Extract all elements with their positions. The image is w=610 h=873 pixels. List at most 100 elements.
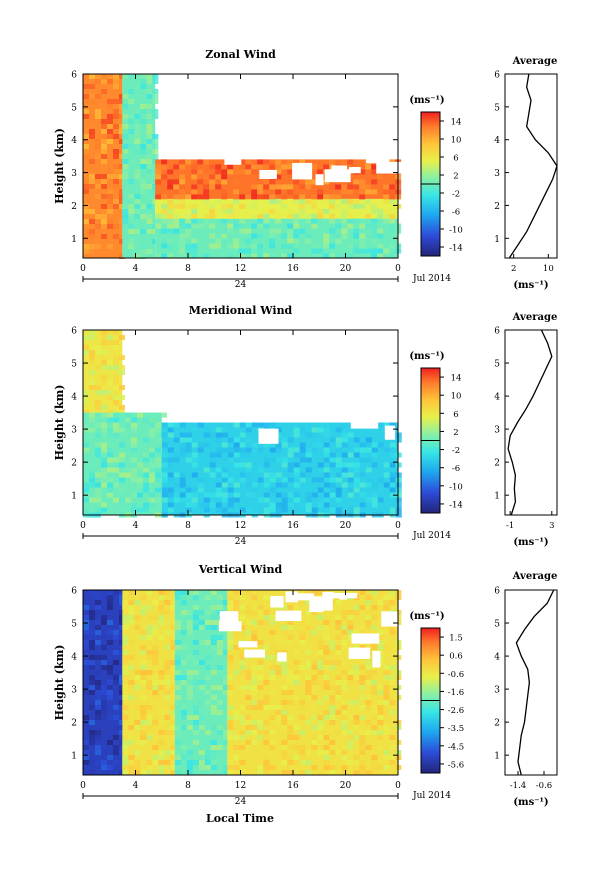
heatmap-speckle <box>222 770 229 775</box>
heatmap-speckle <box>293 760 300 765</box>
heatmap-speckle <box>192 705 199 710</box>
heatmap-speckle <box>347 213 354 219</box>
heatmap-speckle <box>122 620 129 625</box>
heatmap-speckle <box>131 507 137 513</box>
heatmap-speckle <box>335 447 342 453</box>
heatmap-speckle <box>101 350 107 355</box>
heatmap-speckle <box>198 620 205 625</box>
heatmap-speckle <box>134 109 141 114</box>
heatmap-speckle <box>311 492 318 498</box>
heatmap-speckle <box>371 760 378 765</box>
heatmap-speckle <box>140 209 147 214</box>
heatmap-speckle <box>329 625 336 630</box>
heatmap-speckle <box>383 198 390 204</box>
heatmap-speckle <box>149 462 155 468</box>
heatmap-speckle <box>107 665 113 670</box>
heatmap-speckle <box>161 228 168 234</box>
heatmap-speckle <box>140 770 147 775</box>
heatmap-speckle <box>134 750 141 755</box>
heatmap-speckle <box>107 605 113 610</box>
heatmap-speckle <box>101 635 107 640</box>
heatmap-speckle <box>275 198 282 204</box>
heatmap-speckle <box>239 477 246 483</box>
heatmap-speckle <box>227 725 234 730</box>
heatmap-speckle <box>365 620 372 625</box>
heatmap-speckle <box>125 467 131 473</box>
heatmap-speckle <box>353 720 360 725</box>
heatmap-speckle <box>152 109 159 114</box>
heatmap-speckle <box>216 665 223 670</box>
heatmap-speckle <box>365 600 372 605</box>
heatmap-speckle <box>122 104 129 109</box>
heatmap-speckle <box>107 199 113 204</box>
heatmap-speckle <box>146 760 153 765</box>
heatmap-speckle <box>210 695 217 700</box>
heatmap-speckle <box>122 209 129 214</box>
heatmap-speckle <box>251 482 258 488</box>
data-gap <box>245 376 264 383</box>
heatmap-speckle <box>305 233 312 239</box>
heatmap-speckle <box>128 114 135 119</box>
heatmap-speckle <box>83 760 89 765</box>
heatmap-speckle <box>119 650 125 655</box>
heatmap-speckle <box>140 79 147 84</box>
heatmap-speckle <box>197 487 204 493</box>
heatmap-speckle <box>227 447 234 453</box>
heatmap-speckle <box>263 620 270 625</box>
heatmap-speckle <box>245 670 252 675</box>
heatmap-speckle <box>180 710 187 715</box>
colorbar-tick-label: -3.5 <box>448 724 464 734</box>
heatmap-speckle <box>216 595 223 600</box>
heatmap-speckle <box>293 670 300 675</box>
heatmap-speckle <box>287 640 294 645</box>
heatmap-speckle <box>170 750 177 755</box>
heatmap-speckle <box>311 610 318 615</box>
heatmap-speckle <box>203 427 210 433</box>
heatmap-speckle <box>89 405 95 410</box>
heatmap-speckle <box>161 174 168 180</box>
heatmap-speckle <box>113 114 119 119</box>
heatmap-speckle <box>263 457 270 463</box>
heatmap-speckle <box>203 174 210 180</box>
heatmap-speckle <box>119 462 125 468</box>
heatmap-speckle <box>383 690 390 695</box>
heatmap-speckle <box>353 179 360 185</box>
heatmap-speckle <box>179 457 186 463</box>
heatmap-speckle <box>311 248 318 254</box>
heatmap-speckle <box>113 330 119 335</box>
heatmap-speckle <box>263 695 270 700</box>
heatmap-speckle <box>281 253 288 259</box>
heatmap-speckle <box>146 224 153 229</box>
heatmap-speckle <box>305 184 312 190</box>
heatmap-speckle <box>210 740 217 745</box>
heatmap-speckle <box>245 164 252 170</box>
heatmap-speckle <box>389 189 396 195</box>
heatmap-speckle <box>317 590 324 595</box>
heatmap-speckle <box>131 477 137 483</box>
heatmap-speckle <box>335 253 342 259</box>
heatmap-speckle <box>152 615 159 620</box>
heatmap-speckle <box>161 497 168 503</box>
heatmap-speckle <box>101 234 107 239</box>
heatmap-speckle <box>269 745 276 750</box>
heatmap-speckle <box>233 243 240 249</box>
heatmap-speckle <box>146 630 153 635</box>
heatmap-speckle <box>191 213 198 219</box>
heatmap-speckle <box>173 223 180 229</box>
heatmap-speckle <box>251 233 258 239</box>
heatmap-speckle <box>89 690 95 695</box>
heatmap-speckle <box>140 705 147 710</box>
heatmap-speckle <box>83 462 89 468</box>
heatmap-speckle <box>215 243 222 249</box>
heatmap-speckle <box>293 660 300 665</box>
heatmap-speckle <box>245 507 252 513</box>
heatmap-speckle <box>383 600 390 605</box>
heatmap-speckle <box>128 685 135 690</box>
heatmap-speckle <box>293 650 300 655</box>
heatmap-speckle <box>128 179 135 184</box>
data-gap <box>275 610 302 622</box>
heatmap-speckle <box>101 507 107 513</box>
heatmap-speckle <box>134 254 141 259</box>
heatmap-speckle <box>101 660 107 665</box>
heatmap-speckle <box>134 720 141 725</box>
